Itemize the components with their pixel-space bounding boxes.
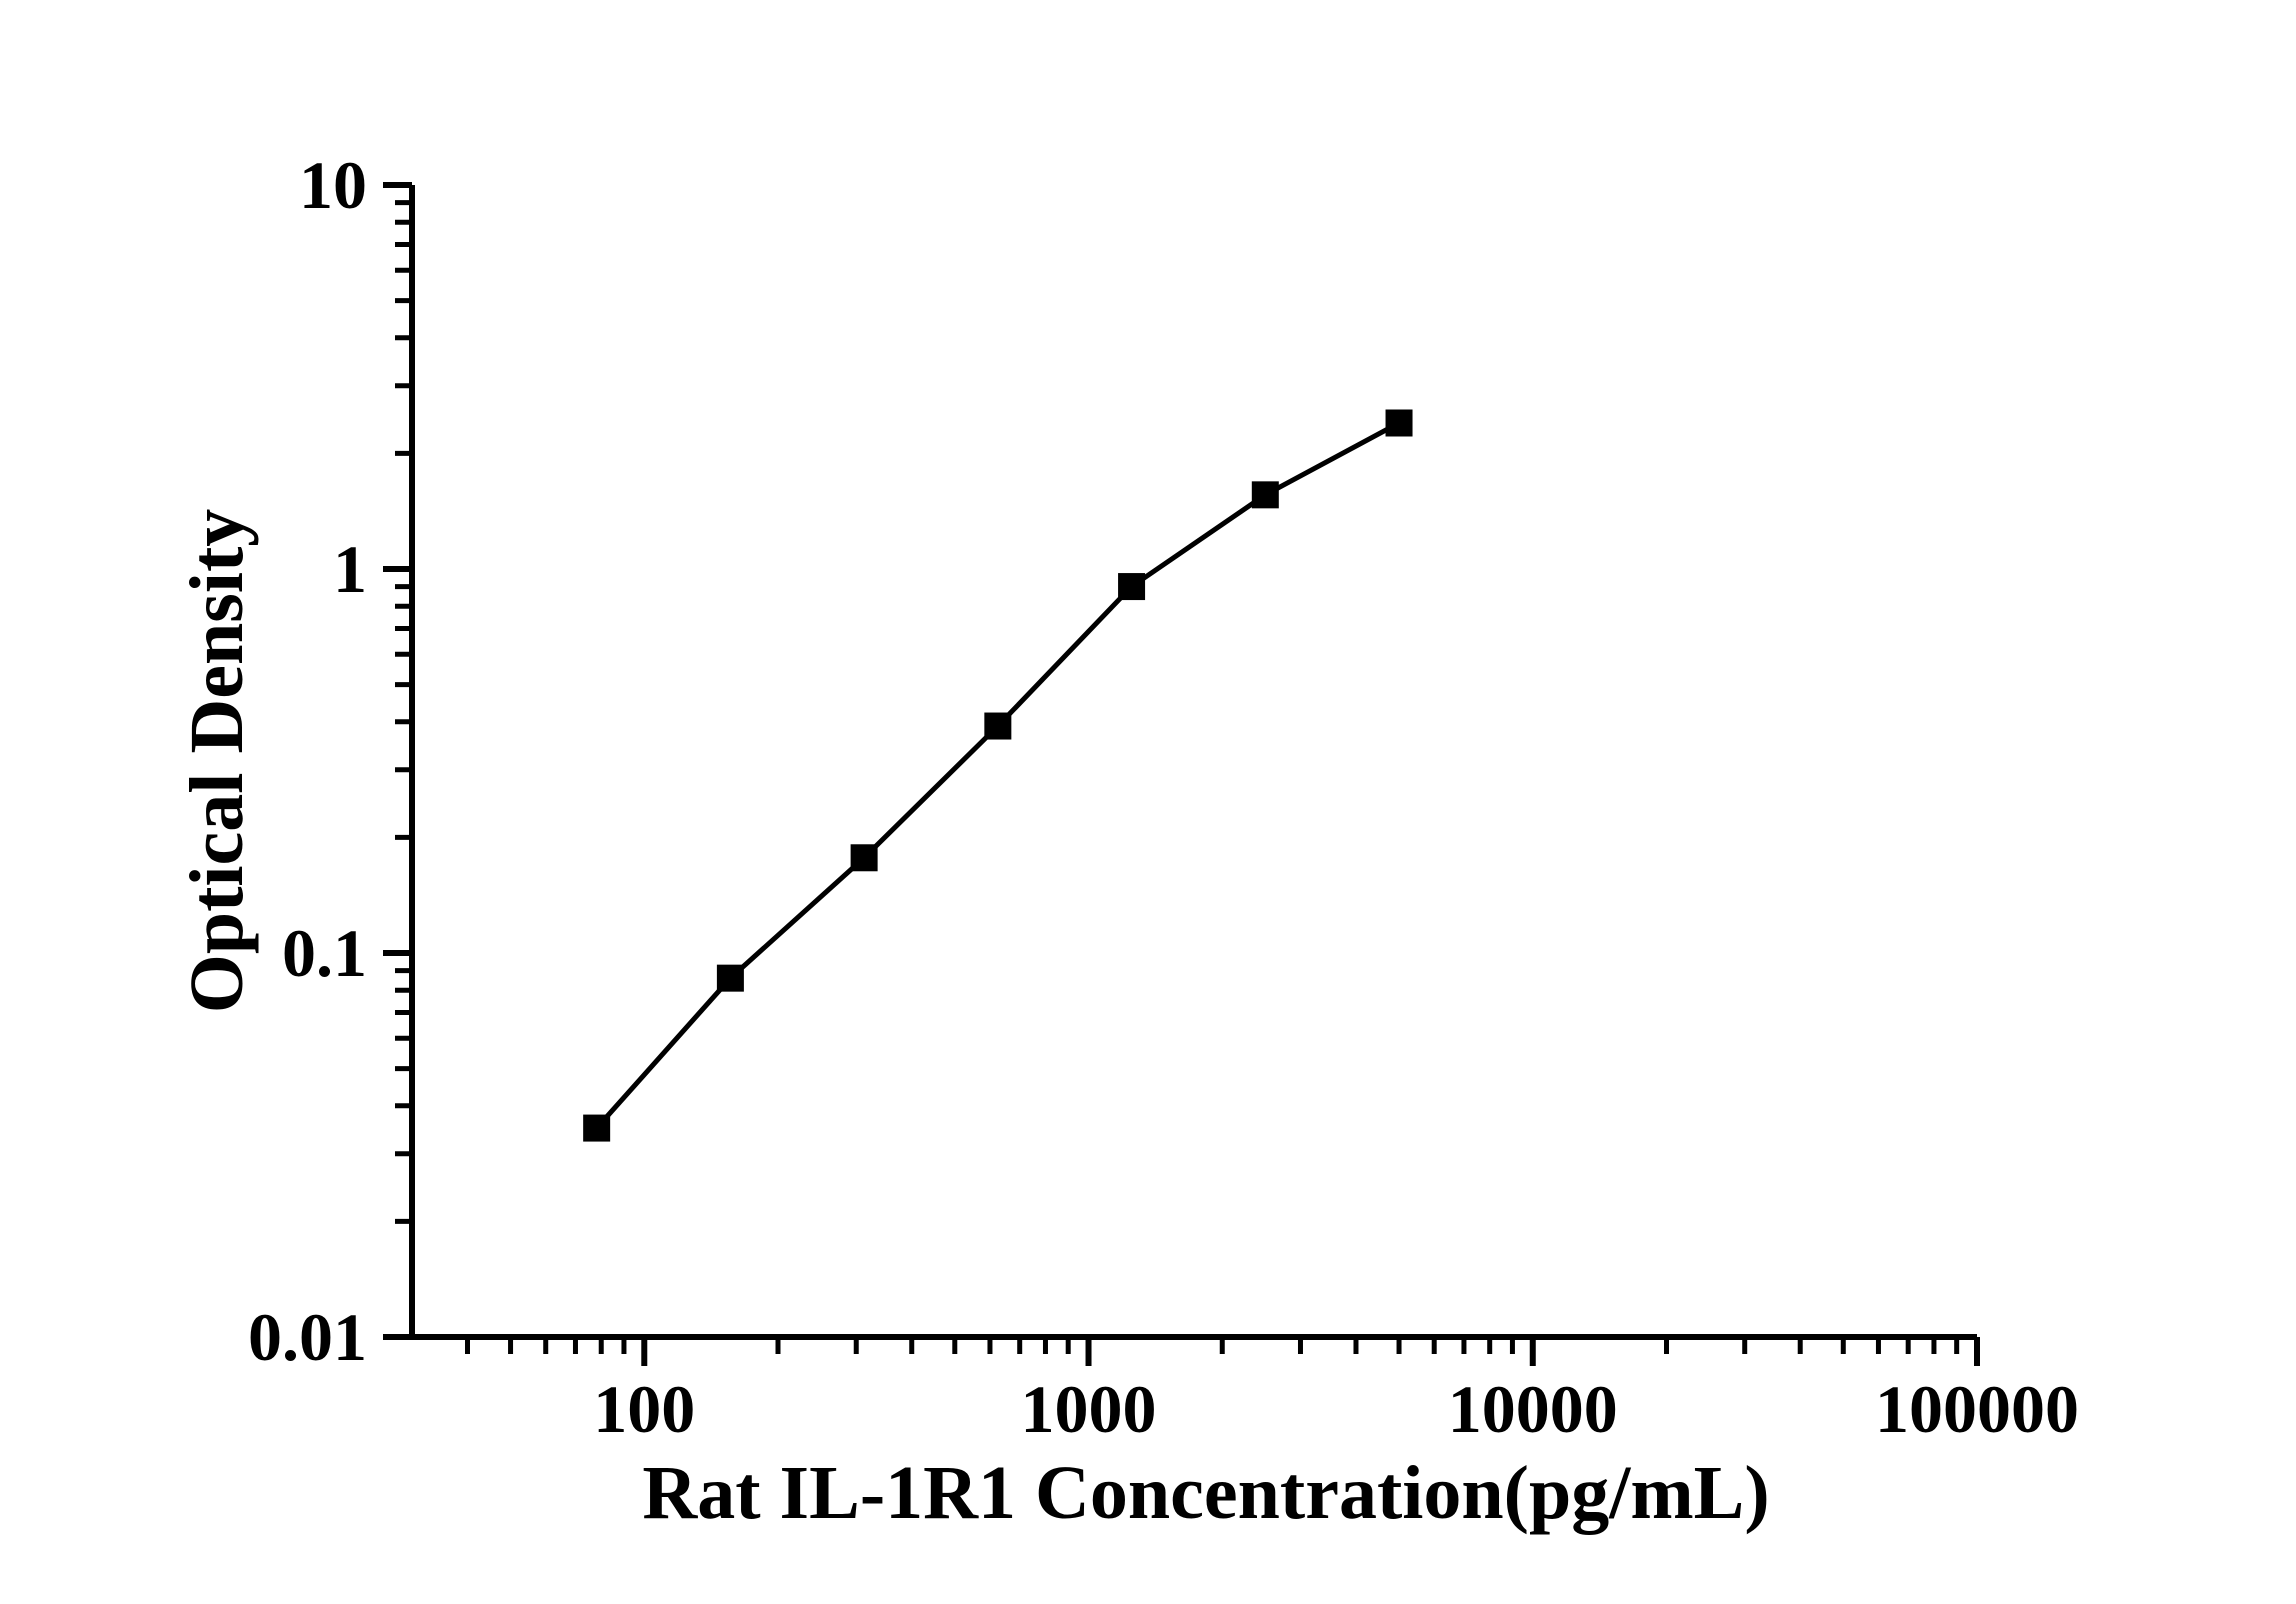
series-layer bbox=[583, 409, 1413, 1142]
data-point-marker bbox=[1118, 573, 1146, 601]
y-tick-label: 1 bbox=[333, 531, 367, 607]
x-tick-label: 100 bbox=[593, 1371, 695, 1447]
y-tick-label: 0.1 bbox=[282, 915, 367, 991]
x-tick-label: 100000 bbox=[1875, 1371, 2079, 1447]
y-tick-label: 10 bbox=[299, 147, 367, 223]
y-axis-title: Optical Density bbox=[175, 509, 259, 1014]
data-point-marker bbox=[583, 1114, 611, 1142]
data-point-marker bbox=[850, 844, 878, 872]
x-tick-label: 1000 bbox=[1021, 1371, 1157, 1447]
x-axis-title: Rat IL-1R1 Concentration(pg/mL) bbox=[642, 1451, 1769, 1535]
data-point-marker bbox=[716, 964, 744, 992]
axes-layer: 100 1000 10000 100000 0.01 0.1 1 10 bbox=[248, 147, 2079, 1447]
data-point-marker bbox=[1385, 409, 1413, 437]
data-point-marker bbox=[1251, 481, 1279, 509]
series-line bbox=[594, 420, 1401, 1130]
data-point-marker bbox=[984, 712, 1012, 740]
y-tick-label: 0.01 bbox=[248, 1299, 367, 1375]
x-tick-label: 10000 bbox=[1448, 1371, 1618, 1447]
axis-frame bbox=[409, 185, 1977, 1340]
